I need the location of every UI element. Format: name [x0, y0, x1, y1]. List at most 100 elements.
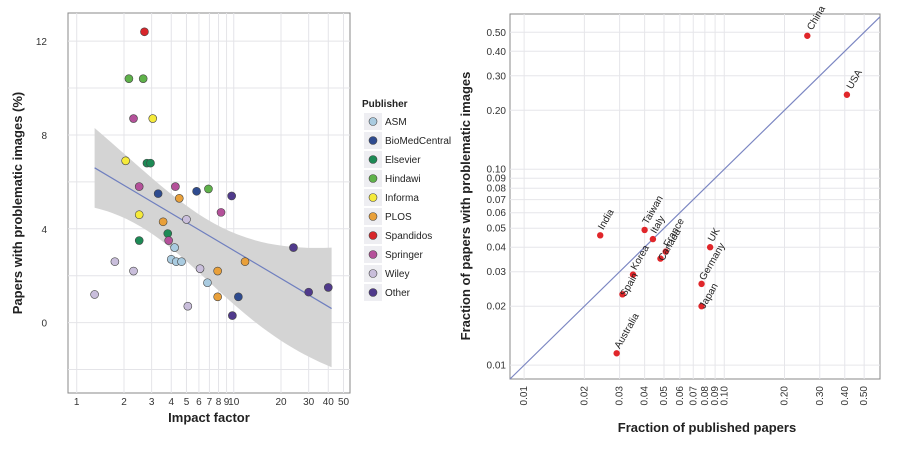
left-x-tick-label: 8: [216, 397, 222, 408]
point-wiley: [183, 301, 193, 311]
right-points: [597, 32, 851, 357]
right-x-tick-label: 0.06: [675, 386, 686, 406]
right-x-tick-label: 0.50: [859, 386, 870, 406]
country-point: [698, 302, 705, 310]
legend-label: Elsevier: [385, 155, 421, 166]
right-y-tick-label: 0.40: [487, 47, 507, 58]
point-informa: [121, 156, 130, 166]
confidence-band: [94, 127, 332, 368]
legend-item: Other: [364, 284, 411, 301]
right-y-tick-label: 0.10: [487, 165, 507, 176]
legend-label: BioMedCentral: [385, 136, 451, 147]
point-elsevier: [146, 158, 155, 168]
point-springer: [171, 182, 180, 191]
left-x-tick-labels: 1 2 3 4 5 6 7 8 910 20 30 40 50: [74, 397, 350, 408]
right-x-tick-label: 0.30: [815, 386, 826, 406]
legend-label: PLOS: [385, 212, 412, 223]
right-x-tick-labels: 0.01 0.02 0.03 0.04 0.05 0.06 0.07 0.08 0.090.10…: [519, 386, 870, 406]
legend-swatch: [368, 231, 378, 240]
right-y-tick-label: 0.03: [487, 267, 507, 278]
left-y-axis-label: Papers with problematic images (%): [10, 92, 25, 315]
legend-swatch: [368, 136, 378, 145]
left-x-tick-label: 10: [228, 397, 240, 408]
legend-item: PLOS: [364, 208, 412, 225]
right-y-tick-label: 0.02: [487, 302, 507, 313]
left-x-tick-label: 9: [224, 397, 230, 408]
right-x-tick-label: 0.02: [579, 386, 590, 406]
legend-item: Spandidos: [364, 227, 432, 244]
point-plos: [213, 266, 222, 276]
point-elsevier: [163, 229, 173, 238]
right-y-tick-label: 0.04: [487, 243, 507, 254]
point-wiley: [90, 290, 99, 299]
right-y-tick-label: 0.09: [487, 174, 507, 185]
left-y-tick-label: 4: [41, 225, 47, 236]
left-x-tick-label: 7: [207, 397, 213, 408]
country-point: [662, 248, 669, 255]
legend-label: ASM: [385, 117, 407, 128]
point-hindawi: [204, 184, 213, 194]
left-y-tick-label: 0: [41, 319, 47, 330]
legend-swatch: [368, 174, 378, 183]
right-x-tick-label: 0.03: [615, 386, 626, 406]
legend-swatch: [368, 250, 378, 259]
right-x-tick-label: 0.40: [840, 386, 851, 406]
country-point: [804, 32, 811, 39]
right-y-axis-label: Fraction of papers with problematic imag…: [458, 72, 473, 341]
left-x-tick-label: 6: [196, 397, 202, 408]
point-wiley: [129, 266, 138, 276]
legend-item: Springer: [364, 246, 423, 263]
point-hindawi: [124, 74, 134, 83]
legend-label: Springer: [385, 250, 423, 261]
legend-item: Informa: [364, 189, 419, 206]
right-y-tick-label: 0.20: [487, 106, 507, 117]
right-x-tick-label: 0.08: [700, 386, 711, 406]
point-spandidos: [140, 27, 149, 37]
point-wiley: [110, 257, 120, 266]
point-biomedcentral: [192, 186, 201, 196]
right-y-tick-label: 0.30: [487, 71, 507, 82]
legend-item: Hindawi: [364, 170, 421, 187]
point-elsevier: [134, 236, 144, 245]
legend-items: ASM BioMedCentral Elsevier Hindawi Informa PL…: [364, 113, 451, 301]
point-hindawi: [138, 74, 148, 83]
right-y-tick-label: 0.01: [487, 361, 507, 372]
point-other: [304, 287, 313, 297]
country-point: [629, 271, 637, 278]
right-y-tick-label: 0.50: [487, 28, 507, 39]
left-x-tick-label: 3: [149, 397, 155, 408]
left-y-tick-labels: 0 4 8 12: [36, 37, 48, 329]
left-x-tick-label: 30: [303, 397, 315, 408]
point-biomedcentral: [153, 189, 163, 198]
country-point: [706, 244, 714, 251]
right-x-tick-label: 0.07: [688, 386, 699, 406]
legend-swatch: [368, 193, 378, 202]
right-x-tick-label: 0.09: [710, 386, 721, 406]
legend-item: ASM: [364, 113, 407, 130]
right-y-tick-label: 0.08: [487, 184, 507, 195]
legend-title: Publisher: [362, 99, 408, 110]
legend-swatch: [368, 288, 378, 297]
country-point: [597, 232, 604, 239]
left-y-tick-label: 8: [41, 131, 47, 142]
country-point: [619, 291, 626, 298]
right-x-axis-label: Fraction of published papers: [618, 420, 796, 435]
point-springer: [129, 114, 138, 123]
point-plos: [174, 194, 184, 203]
legend-swatch: [368, 117, 378, 126]
point-wiley: [182, 215, 191, 224]
left-x-tick-label: 1: [74, 397, 80, 408]
right-x-tick-label: 0.05: [659, 386, 670, 406]
point-informa: [148, 114, 158, 123]
right-x-tick-label: 0.01: [519, 386, 530, 406]
point-other: [323, 283, 333, 292]
left-x-tick-label: 20: [275, 397, 287, 408]
point-asm: [177, 257, 186, 266]
legend: Publisher ASM BioMedCentral Elsevier Hindaw…: [362, 99, 451, 301]
country-point: [843, 91, 851, 98]
point-springer: [134, 182, 144, 191]
legend-item: Wiley: [364, 265, 409, 282]
